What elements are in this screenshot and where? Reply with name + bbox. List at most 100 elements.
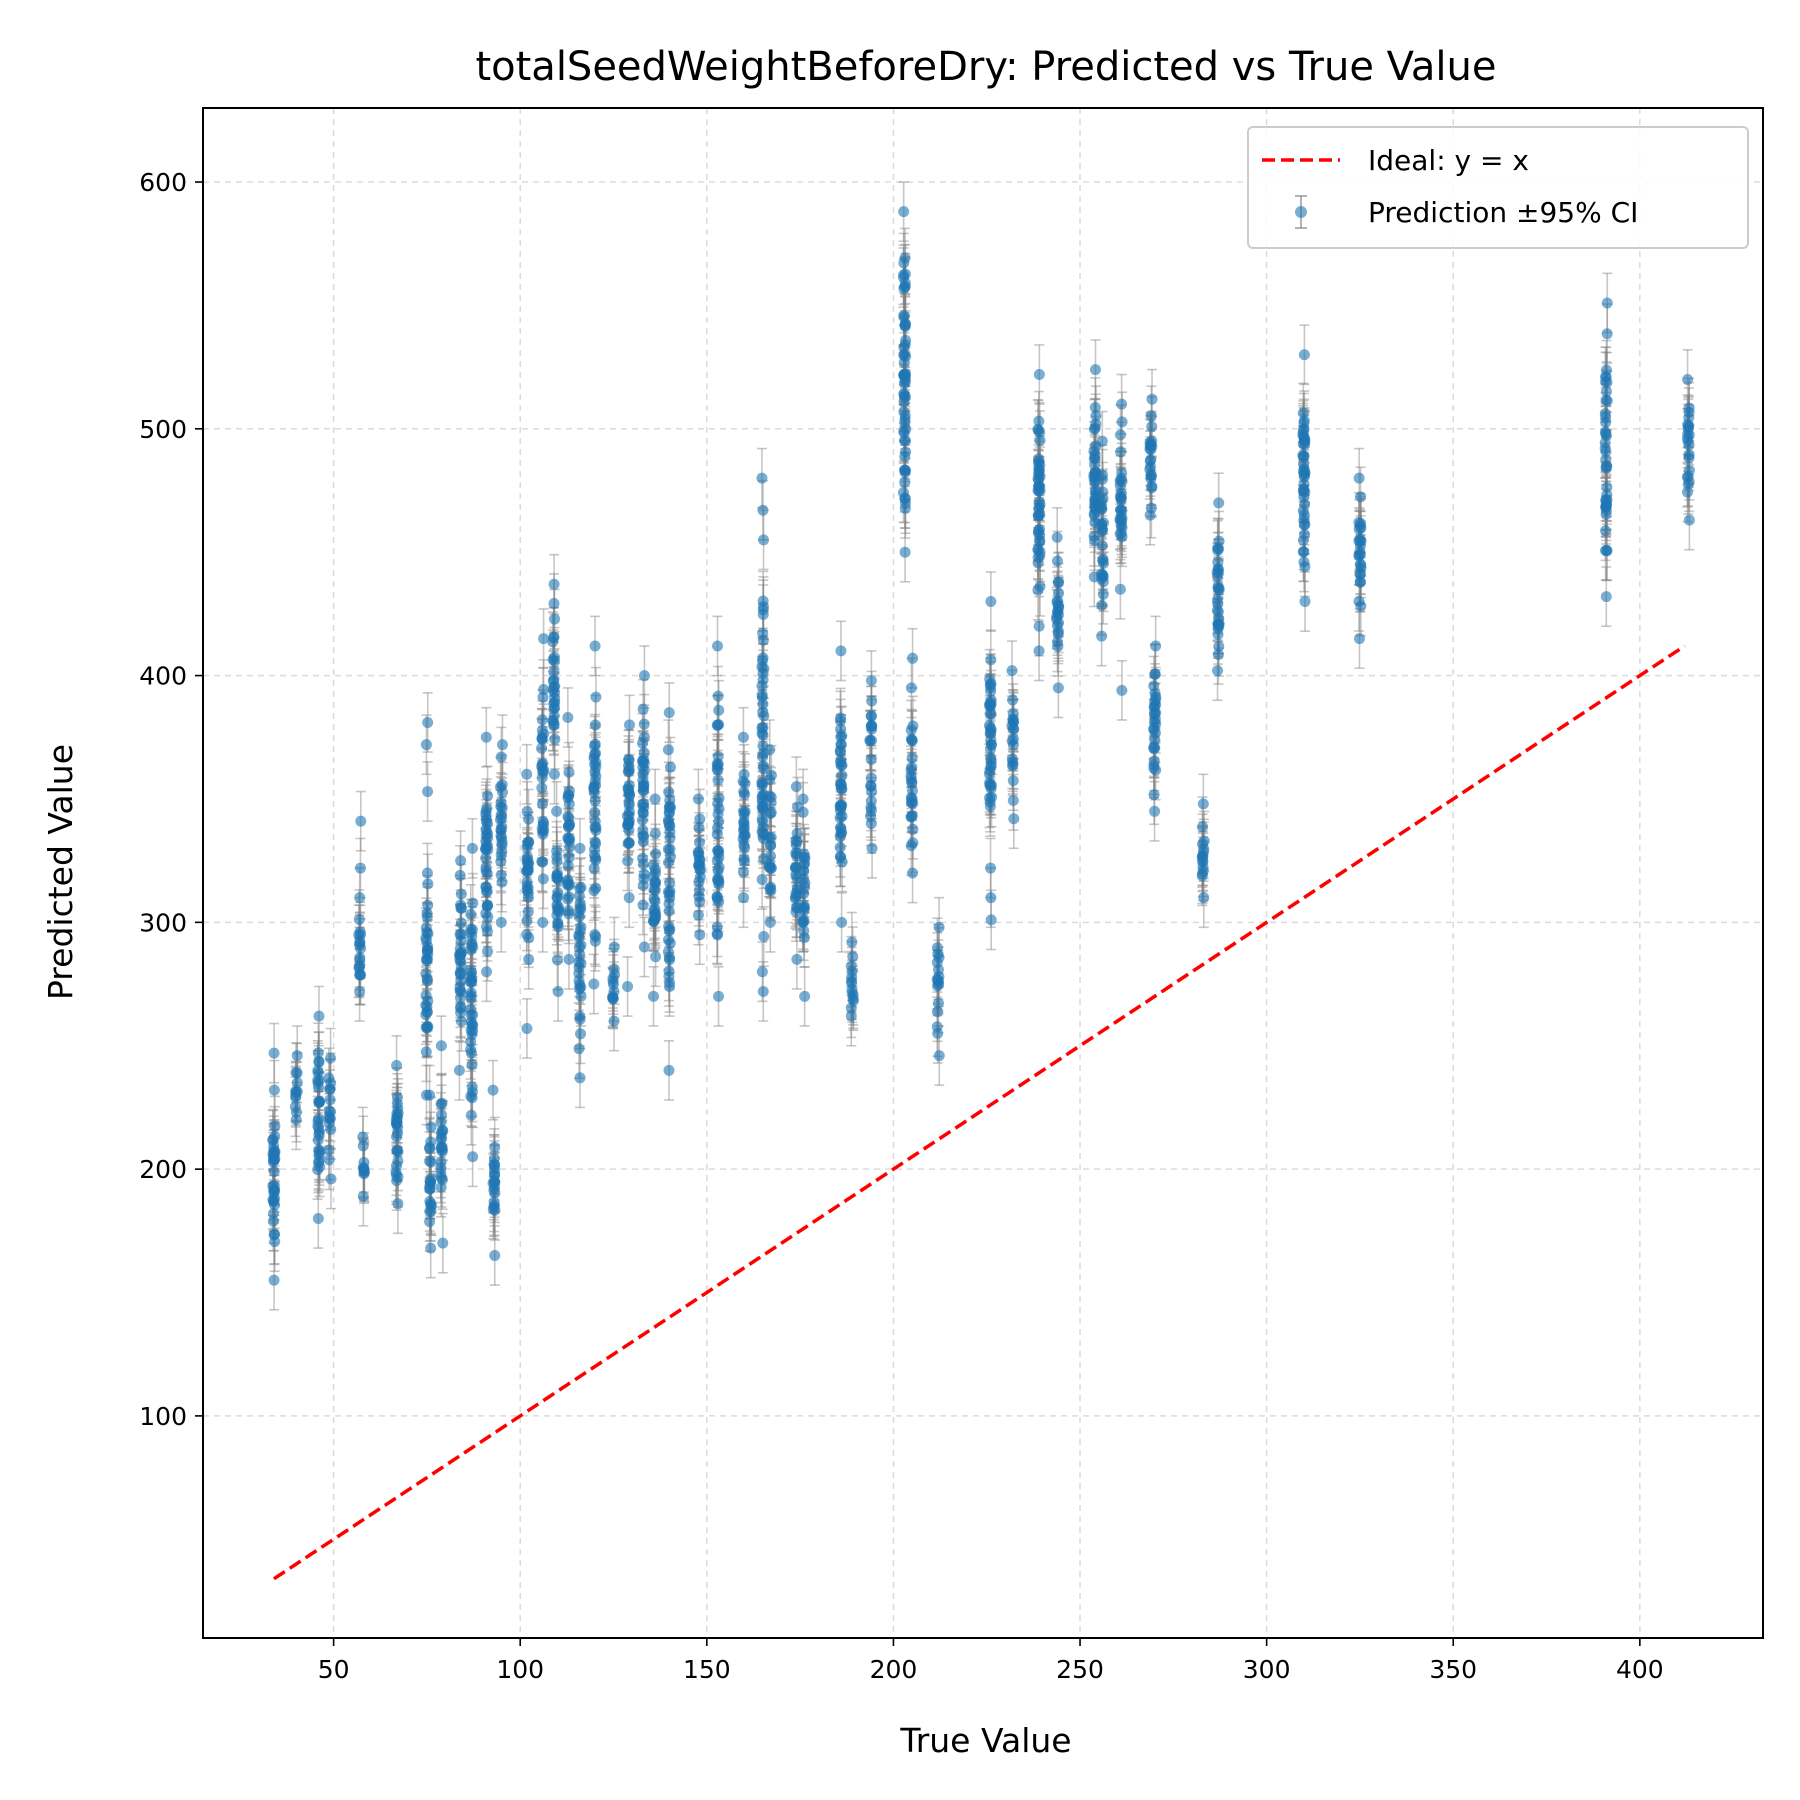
prediction-point [420,739,432,751]
prediction-point [290,1106,302,1118]
prediction-point [454,869,466,881]
prediction-point [357,1140,369,1152]
prediction-point [421,1022,433,1034]
prediction-point [420,968,432,980]
prediction-point [455,888,467,900]
prediction-point [312,1067,324,1079]
prediction-point [354,939,366,951]
prediction-point [420,1046,432,1058]
prediction-point [313,1147,325,1159]
prediction-point [290,1090,302,1102]
prediction-point [268,1047,280,1059]
prediction-point [312,1047,324,1059]
prediction-point [390,1160,402,1172]
prediction-point [268,1166,280,1178]
prediction-point [424,1089,436,1101]
prediction-point [354,969,366,981]
prediction-point [425,1242,437,1254]
prediction-point [421,867,433,879]
prediction-point [391,1059,403,1071]
prediction-point [391,1117,403,1129]
prediction-point [354,929,366,941]
prediction-point [435,1167,447,1179]
prediction-point [435,1127,447,1139]
prediction-point [269,1153,281,1165]
ideal-line-layer [272,644,1686,1581]
prediction-point [268,1185,280,1197]
prediction-point [312,1077,324,1089]
prediction-point [436,1144,448,1156]
prediction-point [422,953,434,965]
prediction-point [421,1006,433,1018]
prediction-point [354,892,366,904]
prediction-point [313,1010,325,1022]
prediction-point [323,1144,335,1156]
prediction-point [391,1097,403,1109]
ideal-line [272,644,1686,1581]
prediction-point [355,815,367,827]
prediction-point [268,1084,280,1096]
prediction-point [357,1190,369,1202]
prediction-point [455,1015,467,1027]
prediction-point [291,1077,303,1089]
prediction-point [424,1141,436,1153]
prediction-point [436,1097,448,1109]
prediction-point [354,862,366,874]
prediction-point [313,1096,325,1108]
prediction-point [323,1105,335,1117]
prediction-point [313,1056,325,1068]
grid-lines [203,108,1763,1638]
prediction-point [391,1145,403,1157]
prediction-point [392,1198,404,1210]
prediction-point [267,1133,279,1145]
prediction-point [425,1156,437,1168]
prediction-point [313,1126,325,1138]
prediction-point [267,1208,279,1220]
prediction-point [354,985,366,997]
prediction-point [424,1183,436,1195]
prediction-point [324,1083,336,1095]
prediction-point [312,1212,324,1224]
prediction-point [437,1237,449,1249]
prediction-point [422,899,434,911]
prediction-point [290,1067,302,1079]
prediction-point [357,1131,369,1143]
prediction-point [422,878,434,890]
prediction-point [354,952,366,964]
prediction-point [424,1216,436,1228]
prediction-point [425,1121,437,1133]
prediction-point [313,1112,325,1124]
prediction-point [421,907,433,919]
prediction-point [267,1215,279,1227]
prediction-point [323,1154,335,1166]
prediction-point [391,1107,403,1119]
prediction-point [420,932,432,944]
prediction-point [435,1156,447,1168]
prediction-point [312,1157,324,1169]
prediction-point [422,716,434,728]
prediction-point [323,1117,335,1129]
prediction-point [435,1040,447,1052]
prediction-point [353,914,365,926]
prediction-point [422,944,434,956]
prediction-point [455,855,467,867]
prediction-point [455,917,467,929]
prediction-point [390,1169,402,1181]
prediction-point [324,1094,336,1106]
prediction-point [420,989,432,1001]
point-layer [267,206,1695,1286]
prediction-point [425,1205,437,1217]
prediction-point [435,1181,447,1193]
prediction-point [391,1131,403,1143]
prediction-point [453,1064,465,1076]
prediction-point [269,1120,281,1132]
prediction-point [358,1164,370,1176]
prediction-point [435,1109,447,1121]
prediction-point [325,1052,337,1064]
prediction-point [268,1274,280,1286]
prediction-point [425,1173,437,1185]
prediction-point [422,786,434,798]
prediction-point [269,1236,281,1248]
